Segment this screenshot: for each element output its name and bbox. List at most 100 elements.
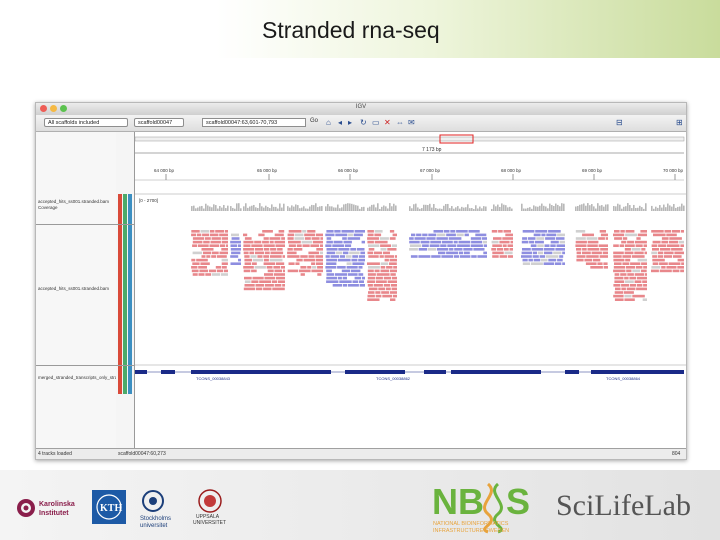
read: [534, 240, 544, 244]
zoom-window-button[interactable]: [60, 105, 67, 112]
ruler-tick-label: 67 000 bp: [420, 168, 441, 173]
read: [347, 273, 358, 276]
coverage-bar: [577, 206, 579, 211]
refresh-icon[interactable]: ↻: [360, 118, 367, 127]
coverage-bar: [257, 207, 259, 211]
coverage-bar: [531, 208, 533, 211]
coverage-bar: [417, 207, 419, 211]
toolbar: All scaffolds included scaffold00047 sca…: [36, 115, 686, 132]
coverage-bar: [393, 203, 395, 211]
read: [613, 244, 619, 247]
coverage-bar: [423, 204, 425, 211]
go-button[interactable]: Go: [310, 118, 319, 124]
read: [657, 251, 664, 255]
read: [457, 244, 470, 247]
read: [386, 266, 393, 269]
read: [629, 284, 637, 287]
read: [254, 240, 262, 244]
close-region-icon[interactable]: ✕: [384, 118, 391, 127]
genome-dropdown[interactable]: All scaffolds included: [44, 118, 128, 127]
coverage-track[interactable]: [191, 203, 685, 211]
close-window-button[interactable]: [40, 105, 47, 112]
coverage-bar: [495, 206, 497, 211]
alignment-track-name[interactable]: accepted_hits_ss001.stranded.bam: [38, 286, 110, 291]
read: [543, 248, 555, 251]
ruler[interactable]: 64 000 bp 65 000 bp 66 000 bp 67 000 bp 68 0…: [135, 168, 684, 181]
resize-icon[interactable]: ⇔: [396, 118, 404, 127]
read: [503, 230, 511, 233]
minimize-window-button[interactable]: [50, 105, 57, 112]
read: [319, 251, 323, 255]
read: [522, 248, 531, 251]
read: [299, 269, 311, 273]
read: [380, 262, 389, 265]
read: [326, 280, 339, 283]
coverage-bar: [353, 204, 355, 211]
data-panel[interactable]: 7 173 bp 64 000 bp 65 000 bp 66 000 bp 67 0…: [135, 132, 686, 448]
read: [614, 298, 624, 301]
read: [380, 248, 387, 251]
read: [492, 244, 502, 247]
read: [620, 273, 627, 276]
read: [326, 273, 335, 276]
read: [244, 276, 252, 280]
coverage-bar: [413, 204, 415, 211]
gene-label[interactable]: TCONS_00038864: [606, 376, 641, 381]
gene-label[interactable]: TCONS_00038843: [196, 376, 231, 381]
alignment-track[interactable]: [191, 230, 684, 301]
read: [270, 251, 284, 255]
read: [593, 258, 601, 262]
read: [392, 233, 397, 237]
popup-info-icon[interactable]: ✉: [408, 118, 415, 127]
region-of-interest-icon[interactable]: ▭: [372, 118, 380, 127]
read: [350, 269, 361, 273]
read: [446, 251, 458, 255]
back-icon[interactable]: ◂: [338, 118, 343, 127]
zoom-in-icon[interactable]: ⊞: [676, 118, 683, 127]
read: [395, 255, 397, 258]
read: [584, 258, 593, 262]
read: [380, 266, 386, 269]
coverage-bar: [349, 203, 351, 211]
coverage-bar: [259, 203, 261, 211]
read: [208, 269, 217, 273]
forward-icon[interactable]: ▸: [348, 118, 353, 127]
read: [325, 255, 330, 258]
read: [613, 266, 626, 269]
read: [264, 276, 276, 280]
home-icon[interactable]: ⌂: [326, 118, 331, 127]
coverage-track-name[interactable]: accepted_hits_ss001.stranded.bam Coverag…: [38, 199, 110, 210]
chromosome-ideogram[interactable]: [135, 136, 685, 142]
read: [342, 276, 347, 280]
read: [221, 266, 227, 269]
coverage-bar: [505, 205, 507, 211]
read: [680, 230, 684, 233]
coverage-bar: [443, 205, 445, 211]
read: [562, 262, 565, 265]
read: [557, 233, 565, 237]
read: [315, 262, 323, 265]
gene-track[interactable]: [135, 370, 684, 374]
read: [441, 240, 453, 244]
read: [632, 255, 645, 258]
read: [326, 230, 334, 233]
read: [387, 280, 397, 283]
coverage-bar: [507, 207, 509, 211]
coverage-bar: [205, 203, 207, 211]
read: [666, 244, 680, 247]
read: [337, 266, 346, 269]
read: [243, 251, 249, 255]
read: [384, 258, 389, 262]
read: [274, 233, 284, 237]
read: [287, 269, 299, 273]
read: [456, 230, 468, 233]
zoom-out-icon[interactable]: ⊟: [616, 118, 623, 127]
gene-label[interactable]: TCONS_00038862: [376, 376, 411, 381]
locus-input[interactable]: scaffold00047:63,601-70,793: [202, 118, 306, 127]
chromosome-dropdown[interactable]: scaffold00047: [134, 118, 184, 127]
coverage-bar: [431, 207, 433, 211]
read: [613, 294, 624, 298]
read: [341, 269, 350, 273]
gene-track-name[interactable]: merged_stranded_transcripts_only_strande…: [38, 375, 134, 380]
read: [287, 233, 295, 237]
